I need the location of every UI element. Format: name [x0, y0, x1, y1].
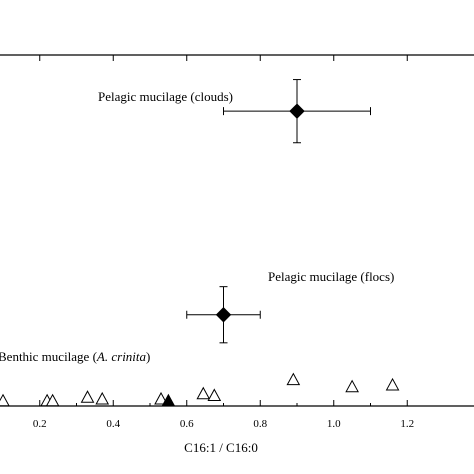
annotation-clouds: Pelagic mucilage (clouds) — [98, 89, 233, 104]
x-tick-label: 0.2 — [33, 418, 47, 430]
x-tick-label: 0.6 — [180, 418, 194, 430]
x-tick-label: 1.2 — [400, 418, 414, 430]
diamond-marker — [289, 103, 305, 119]
triangle-open-marker — [0, 393, 10, 407]
data-markers — [0, 103, 400, 407]
diamond-marker — [215, 307, 232, 323]
triangle-open-marker — [385, 377, 400, 391]
triangle-open-marker — [286, 372, 301, 386]
triangle-open-marker — [196, 386, 211, 400]
annotation-benthic-prefix: Benthic mucilage ( — [0, 349, 97, 364]
x-tick-label: 0.8 — [253, 418, 267, 430]
plot-frame — [0, 54, 474, 407]
triangle-open-marker — [95, 391, 110, 405]
x-tick-label: 1.0 — [327, 418, 341, 430]
triangle-open-marker — [207, 388, 222, 401]
triangle-open-marker — [154, 391, 168, 405]
x-tick-label: 0.4 — [106, 418, 120, 430]
annotation-flocs: Pelagic mucilage (flocs) — [268, 269, 394, 284]
triangle-filled-marker — [161, 393, 176, 407]
triangle-open-marker — [80, 390, 95, 403]
x-axis-title: C16:1 / C16:0 — [184, 440, 258, 455]
error-bars — [186, 79, 371, 344]
triangle-open-marker — [345, 379, 359, 393]
x-ticks: 0.2 0.4 0.6 0.8 1.0 1.2 — [2, 55, 414, 430]
annotation-benthic: Benthic mucilage (A. crinita) — [0, 349, 150, 364]
annotation-benthic-suffix: ) — [146, 349, 150, 364]
annotation-benthic-species: A. crinita — [96, 349, 147, 364]
triangle-open-marker — [45, 393, 60, 407]
